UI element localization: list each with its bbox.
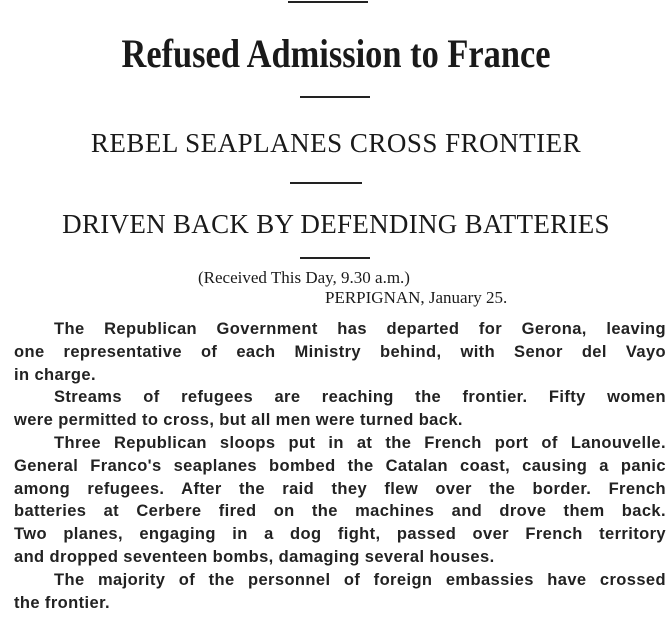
body-line: in charge. (14, 365, 96, 384)
body-line: one representative of each Ministry behi… (14, 342, 666, 361)
body-line: The majority of the personnel of foreign… (54, 570, 666, 589)
headline: Refused Admission to France (121, 31, 551, 76)
body-line: and dropped seventeen bombs, damaging se… (14, 547, 495, 566)
dateline: PERPIGNAN, January 25. (325, 288, 508, 307)
body-line: Three Republican sloops put in at the Fr… (54, 433, 666, 452)
body-line: Two planes, engaging in a dog fight, pas… (14, 525, 666, 544)
subheadline: REBEL SEAPLANES CROSS FRONTIER (90, 128, 582, 158)
body-line: were permitted to cross, but all men wer… (14, 411, 463, 430)
body-line: General Franco's seaplanes bombed the Ca… (14, 456, 666, 475)
divider-rule (290, 182, 362, 184)
body-line: The Republican Government has departed f… (54, 320, 666, 338)
divider-rule (300, 96, 370, 98)
body-line: among refugees. After the raid they flew… (14, 479, 666, 498)
article-body: The Republican Government has departed f… (14, 318, 666, 614)
body-line: the frontier. (14, 593, 110, 612)
top-rule (288, 1, 368, 3)
received-note: (Received This Day, 9.30 a.m.) (198, 268, 410, 287)
body-line: batteries at Cerbere fired on the machin… (14, 502, 666, 521)
subheadline: DRIVEN BACK BY DEFENDING BATTERIES (62, 209, 610, 239)
divider-rule (300, 257, 370, 259)
body-line: Streams of refugees are reaching the fro… (54, 388, 666, 407)
